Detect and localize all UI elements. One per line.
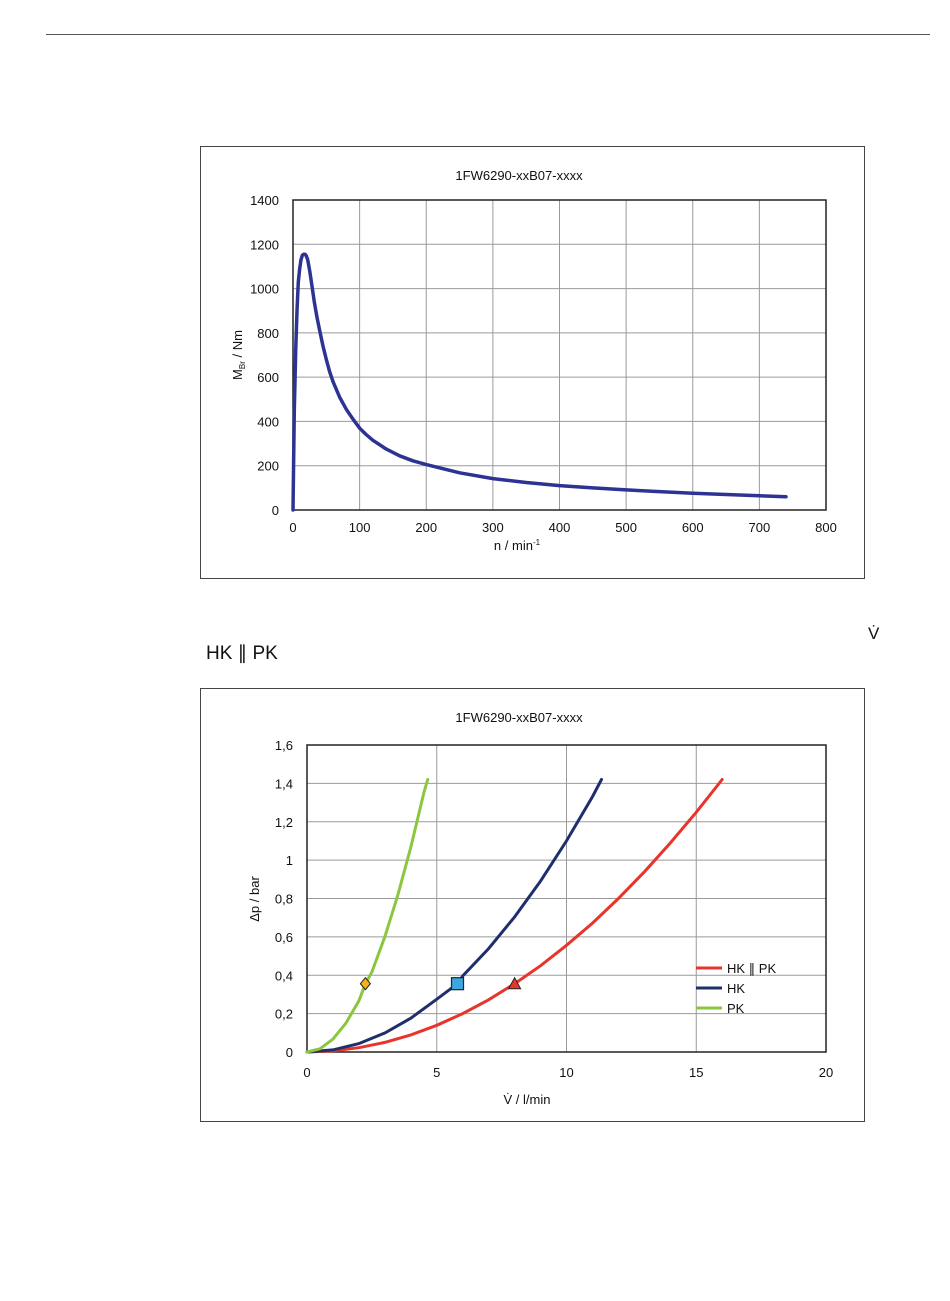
chart2-x-tick-label: 5	[433, 1065, 440, 1080]
chart1-x-axis-label: n / min-1	[494, 538, 541, 553]
chart1-tick-labels: 0 100 200 300 400 500 600 700 800 0 200 400 600 800 10…	[250, 193, 837, 535]
chart2-plot-border	[306, 744, 827, 1053]
chart1-plot-border	[292, 199, 827, 511]
chart2-x-axis-label: V̇ / l/min	[504, 1092, 551, 1107]
chart2-x-tick-label: 0	[303, 1065, 310, 1080]
braking-torque-chart: 1FW6290-xxB07-xxxx 0 100 200 300 400 500 600 70…	[200, 146, 865, 579]
chart1-x-tick-label: 200	[415, 520, 437, 535]
chart2-y-tick-label: 1,2	[275, 815, 293, 830]
chart1-x-tick-label: 800	[815, 520, 837, 535]
pressure-drop-chart: 1FW6290-xxB07-xxxx 0 5 10 15 20 0 0,2 0,4 0,6 0,8…	[200, 688, 865, 1122]
chart1-grid	[292, 199, 827, 511]
chart2-y-tick-label: 1	[286, 853, 293, 868]
chart2-y-tick-label: 0,6	[275, 930, 293, 945]
chart2-legend-label: HK	[727, 981, 745, 996]
chart2-x-tick-label: 20	[819, 1065, 833, 1080]
hk-pk-caption: HK ∥ PK	[206, 643, 278, 664]
chart1-x-tick-label: 0	[289, 520, 296, 535]
chart2-x-tick-label: 10	[559, 1065, 573, 1080]
chart1-y-tick-label: 200	[257, 459, 279, 474]
chart1-title: 1FW6290-xxB07-xxxx	[455, 168, 583, 183]
chart1-y-tick-label: 1200	[250, 237, 279, 252]
chart2-y-tick-label: 0,4	[275, 968, 293, 983]
pressure-drop-chart-svg: 1FW6290-xxB07-xxxx 0 5 10 15 20 0 0,2 0,4 0,6 0,8…	[247, 710, 833, 1107]
chart2-y-tick-label: 0,8	[275, 892, 293, 907]
chart2-y-tick-label: 1,4	[275, 776, 293, 791]
chart1-x-tick-label: 700	[749, 520, 771, 535]
chart1-y-tick-label: 1400	[250, 193, 279, 208]
chart1-x-tick-label: 600	[682, 520, 704, 535]
chart1-y-tick-label: 0	[272, 503, 279, 518]
chart2-tick-labels: 0 5 10 15 20 0 0,2 0,4 0,6 0,8 1 1,2 1,4 1,6	[275, 738, 833, 1080]
chart2-legend-label: HK ∥ PK	[727, 961, 776, 976]
chart1-x-tick-label: 400	[549, 520, 571, 535]
chart2-markers	[359, 976, 522, 991]
v-dot-symbol: V̇	[868, 624, 880, 643]
chart2-marker-square	[450, 977, 465, 991]
chart2-y-tick-label: 0,2	[275, 1007, 293, 1022]
braking-torque-chart-svg: 1FW6290-xxB07-xxxx 0 100 200 300 400 500 600 70…	[230, 168, 837, 553]
chart2-x-tick-label: 15	[689, 1065, 703, 1080]
chart1-series-line	[291, 252, 788, 512]
chart2-marker-triangle	[507, 976, 522, 990]
chart2-grid	[306, 744, 827, 1053]
chart2-y-tick-label: 1,6	[275, 738, 293, 753]
chart1-y-axis-label: MBr / Nm	[230, 330, 247, 380]
chart2-marker-diamond	[359, 976, 372, 991]
chart2-y-tick-label: 0	[286, 1045, 293, 1060]
chart1-y-tick-label: 800	[257, 326, 279, 341]
chart1-y-tick-label: 400	[257, 414, 279, 429]
top-rule	[46, 34, 930, 35]
chart1-x-tick-label: 300	[482, 520, 504, 535]
chart1-x-tick-label: 500	[615, 520, 637, 535]
chart2-y-axis-label: Δp / bar	[247, 876, 262, 922]
chart2-series-lines	[305, 778, 724, 1054]
chart2-legend: HK ∥ PK HK PK	[696, 961, 776, 1016]
chart1-y-tick-label: 1000	[250, 282, 279, 297]
chart2-series-line-pk	[305, 778, 430, 1054]
chart1-x-tick-label: 100	[349, 520, 371, 535]
chart1-y-tick-label: 600	[257, 370, 279, 385]
chart2-title: 1FW6290-xxB07-xxxx	[455, 710, 583, 725]
chart2-legend-label: PK	[727, 1001, 745, 1016]
